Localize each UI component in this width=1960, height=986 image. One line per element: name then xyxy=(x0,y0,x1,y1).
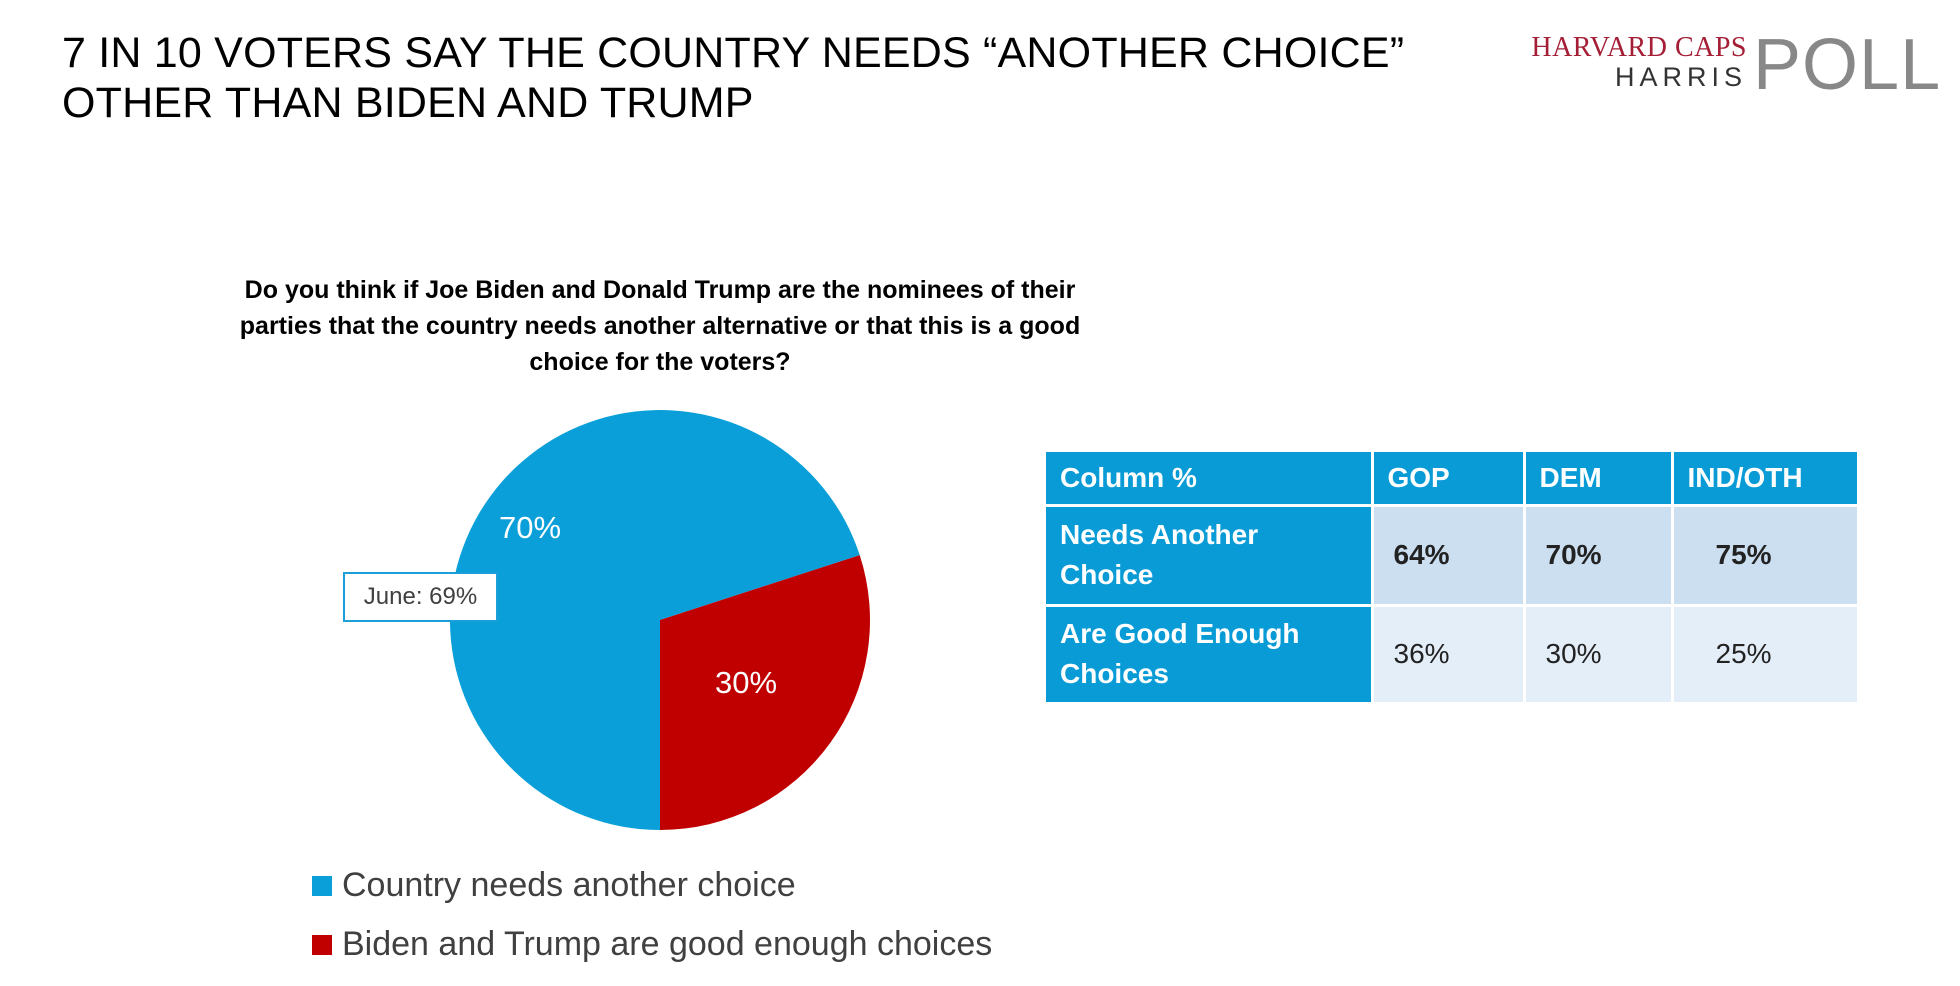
pie-label-another-choice: 70% xyxy=(498,510,562,545)
legend-item-good-enough: Biden and Trump are good enough choices xyxy=(312,915,992,974)
cell-gop: 36% xyxy=(1372,605,1526,705)
header-ind-oth: IND/OTH xyxy=(1672,452,1860,507)
logo-line-2: HARRIS xyxy=(1614,62,1747,92)
pie-slice-good-enough xyxy=(660,555,870,830)
legend-label: Country needs another choice xyxy=(342,866,796,904)
row-label-good-enough-choices: Are Good Enough Choices xyxy=(1046,605,1374,705)
pie-label-good-enough: 30% xyxy=(714,665,778,700)
harvard-caps-harris-poll-logo: HARVARD CAPS HARRIS POLL xyxy=(1531,25,1945,105)
cell-dem: 30% xyxy=(1524,605,1674,705)
row-label-needs-another-choice: Needs Another Choice xyxy=(1046,505,1374,607)
legend-swatch-blue xyxy=(312,875,332,896)
title-line-2: OTHER THAN BIDEN AND TRUMP xyxy=(62,79,754,127)
pie-slice-another-choice xyxy=(450,410,860,830)
cell-gop: 64% xyxy=(1372,505,1526,607)
table-row: Are Good Enough Choices 36% 30% 25% xyxy=(1046,605,1860,705)
header-gop: GOP xyxy=(1372,452,1526,507)
table-row: Needs Another Choice 64% 70% 75% xyxy=(1046,505,1860,607)
table-header-row: Column % GOP DEM IND/OTH xyxy=(1046,452,1860,507)
cell-ind-oth: 25% xyxy=(1672,605,1860,705)
header-column-pct: Column % xyxy=(1046,452,1374,507)
page-title: 7 IN 10 VOTERS SAY THE COUNTRY NEEDS “AN… xyxy=(62,28,1462,128)
crosstab-table: Column % GOP DEM IND/OTH Needs Another C… xyxy=(1046,452,1860,705)
chart-question: Do you think if Joe Biden and Donald Tru… xyxy=(239,276,1081,376)
cell-ind-oth: 75% xyxy=(1672,505,1860,607)
cell-dem: 70% xyxy=(1524,505,1674,607)
header-dem: DEM xyxy=(1524,452,1674,507)
legend-label: Biden and Trump are good enough choices xyxy=(342,925,993,963)
logo-line-3: POLL xyxy=(1753,25,1942,105)
logo-line-1: HARVARD CAPS xyxy=(1531,32,1747,63)
legend: Country needs another choice Biden and T… xyxy=(312,856,992,974)
june-annotation: June: 69% xyxy=(343,572,498,622)
legend-swatch-red xyxy=(312,934,332,955)
title-line-1: 7 IN 10 VOTERS SAY THE COUNTRY NEEDS “AN… xyxy=(62,29,1405,77)
legend-item-another-choice: Country needs another choice xyxy=(312,856,992,915)
